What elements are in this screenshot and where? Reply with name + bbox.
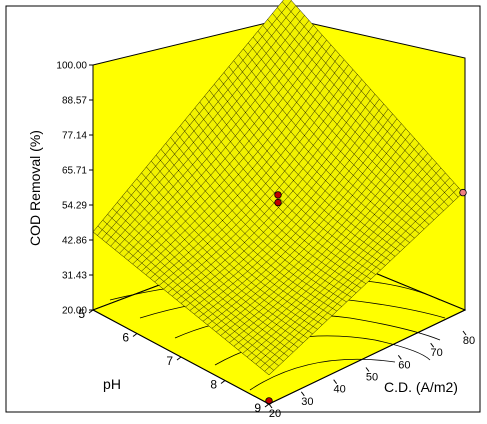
mesh-line	[238, 54, 415, 239]
contour-line	[249, 358, 396, 391]
cd-tick	[397, 355, 402, 360]
mesh-line	[229, 148, 424, 343]
mesh-line	[262, 25, 439, 216]
mesh-line	[194, 108, 389, 315]
ph-tick	[220, 380, 226, 384]
cd-axis-label: C.D. (A/m2)	[384, 379, 458, 395]
design-point	[274, 198, 282, 207]
cd-tick-label: 60	[398, 359, 410, 371]
cd-tick	[430, 342, 435, 348]
ph-tick	[264, 403, 270, 408]
mesh-line	[257, 30, 435, 221]
ph-axis-label: pH	[103, 376, 121, 392]
z-axis-label: COD Removal (%)	[27, 130, 43, 246]
mesh-line	[281, 1, 459, 198]
cd-tick-label: 80	[463, 335, 475, 347]
z-tick-label: 88.57	[62, 96, 87, 107]
z-tick-label: 77.14	[62, 131, 87, 142]
mesh-line	[272, 13, 449, 207]
ph-tick-label: 5	[78, 307, 85, 321]
mesh-line	[228, 66, 405, 248]
cd-tick-label: 20	[269, 408, 281, 419]
cd-tick-label: 40	[334, 384, 346, 396]
mesh-line	[224, 143, 420, 340]
mesh-line	[260, 182, 455, 368]
mesh-line	[209, 90, 386, 266]
mesh-line	[238, 157, 433, 351]
mesh-line	[189, 103, 384, 311]
mesh-line	[290, 0, 464, 193]
mesh-line	[252, 36, 430, 225]
design-point	[459, 188, 467, 197]
mesh-line	[251, 172, 446, 361]
z-tick-label: 65.71	[62, 166, 87, 177]
design-point	[274, 191, 282, 199]
mesh-line	[277, 7, 454, 202]
z-tick-label: 54.29	[62, 200, 87, 211]
response-surface	[92, 0, 464, 376]
mesh-line	[268, 192, 464, 376]
ph-axis: 5 6 7 8 9	[78, 307, 270, 415]
z-tick-label: 100.00	[56, 61, 87, 72]
cd-tick-label: 70	[431, 347, 443, 359]
ph-tick	[132, 333, 138, 337]
z-tick-label: 31.43	[62, 270, 87, 281]
mesh-line	[243, 48, 420, 234]
mesh-line	[180, 93, 376, 304]
mesh-line	[185, 98, 380, 308]
cd-tick-label: 30	[301, 396, 313, 408]
ph-tick	[88, 309, 94, 314]
mesh-line	[199, 101, 376, 275]
ph-tick-label: 9	[254, 401, 261, 415]
mesh-line	[267, 19, 444, 211]
cd-tick	[268, 403, 273, 409]
mesh-line	[214, 84, 391, 262]
cd-axis: 20 30 40 50 60 70 80	[268, 309, 475, 420]
z-tick-label: 42.86	[62, 235, 87, 246]
mesh-line	[246, 167, 442, 358]
cd-tick	[462, 330, 467, 336]
mesh-line	[198, 113, 393, 318]
ph-tick-label: 7	[166, 354, 173, 368]
mesh-line	[242, 162, 437, 354]
z-tick-label: 20.00	[62, 306, 87, 317]
z-axis: 20.00 31.43 42.86 54.29 65.71 77.14 88.57 100.0…	[56, 61, 94, 317]
ph-tick-label: 6	[122, 331, 129, 345]
cd-tick	[300, 391, 305, 397]
cd-tick	[365, 367, 370, 372]
mesh-line	[207, 123, 402, 326]
ph-tick-label: 8	[210, 378, 217, 392]
mesh-line	[218, 78, 396, 257]
mesh-line	[248, 42, 425, 230]
chart-border	[5, 5, 481, 413]
mesh-line	[202, 118, 398, 322]
mesh-line	[233, 153, 428, 347]
mesh-line	[220, 138, 415, 336]
cd-axis-line	[268, 309, 466, 405]
mesh-line	[216, 133, 411, 333]
mesh-line	[264, 187, 459, 372]
mesh-line	[223, 72, 401, 253]
surface-fill	[93, 0, 463, 375]
mesh-line	[194, 107, 371, 280]
mesh-line	[255, 177, 450, 365]
ph-tick	[176, 356, 182, 361]
mesh-line	[233, 60, 410, 243]
mesh-line	[211, 128, 406, 329]
mesh-line	[204, 95, 381, 271]
cd-tick-label: 50	[366, 372, 378, 384]
cd-tick	[333, 379, 338, 384]
